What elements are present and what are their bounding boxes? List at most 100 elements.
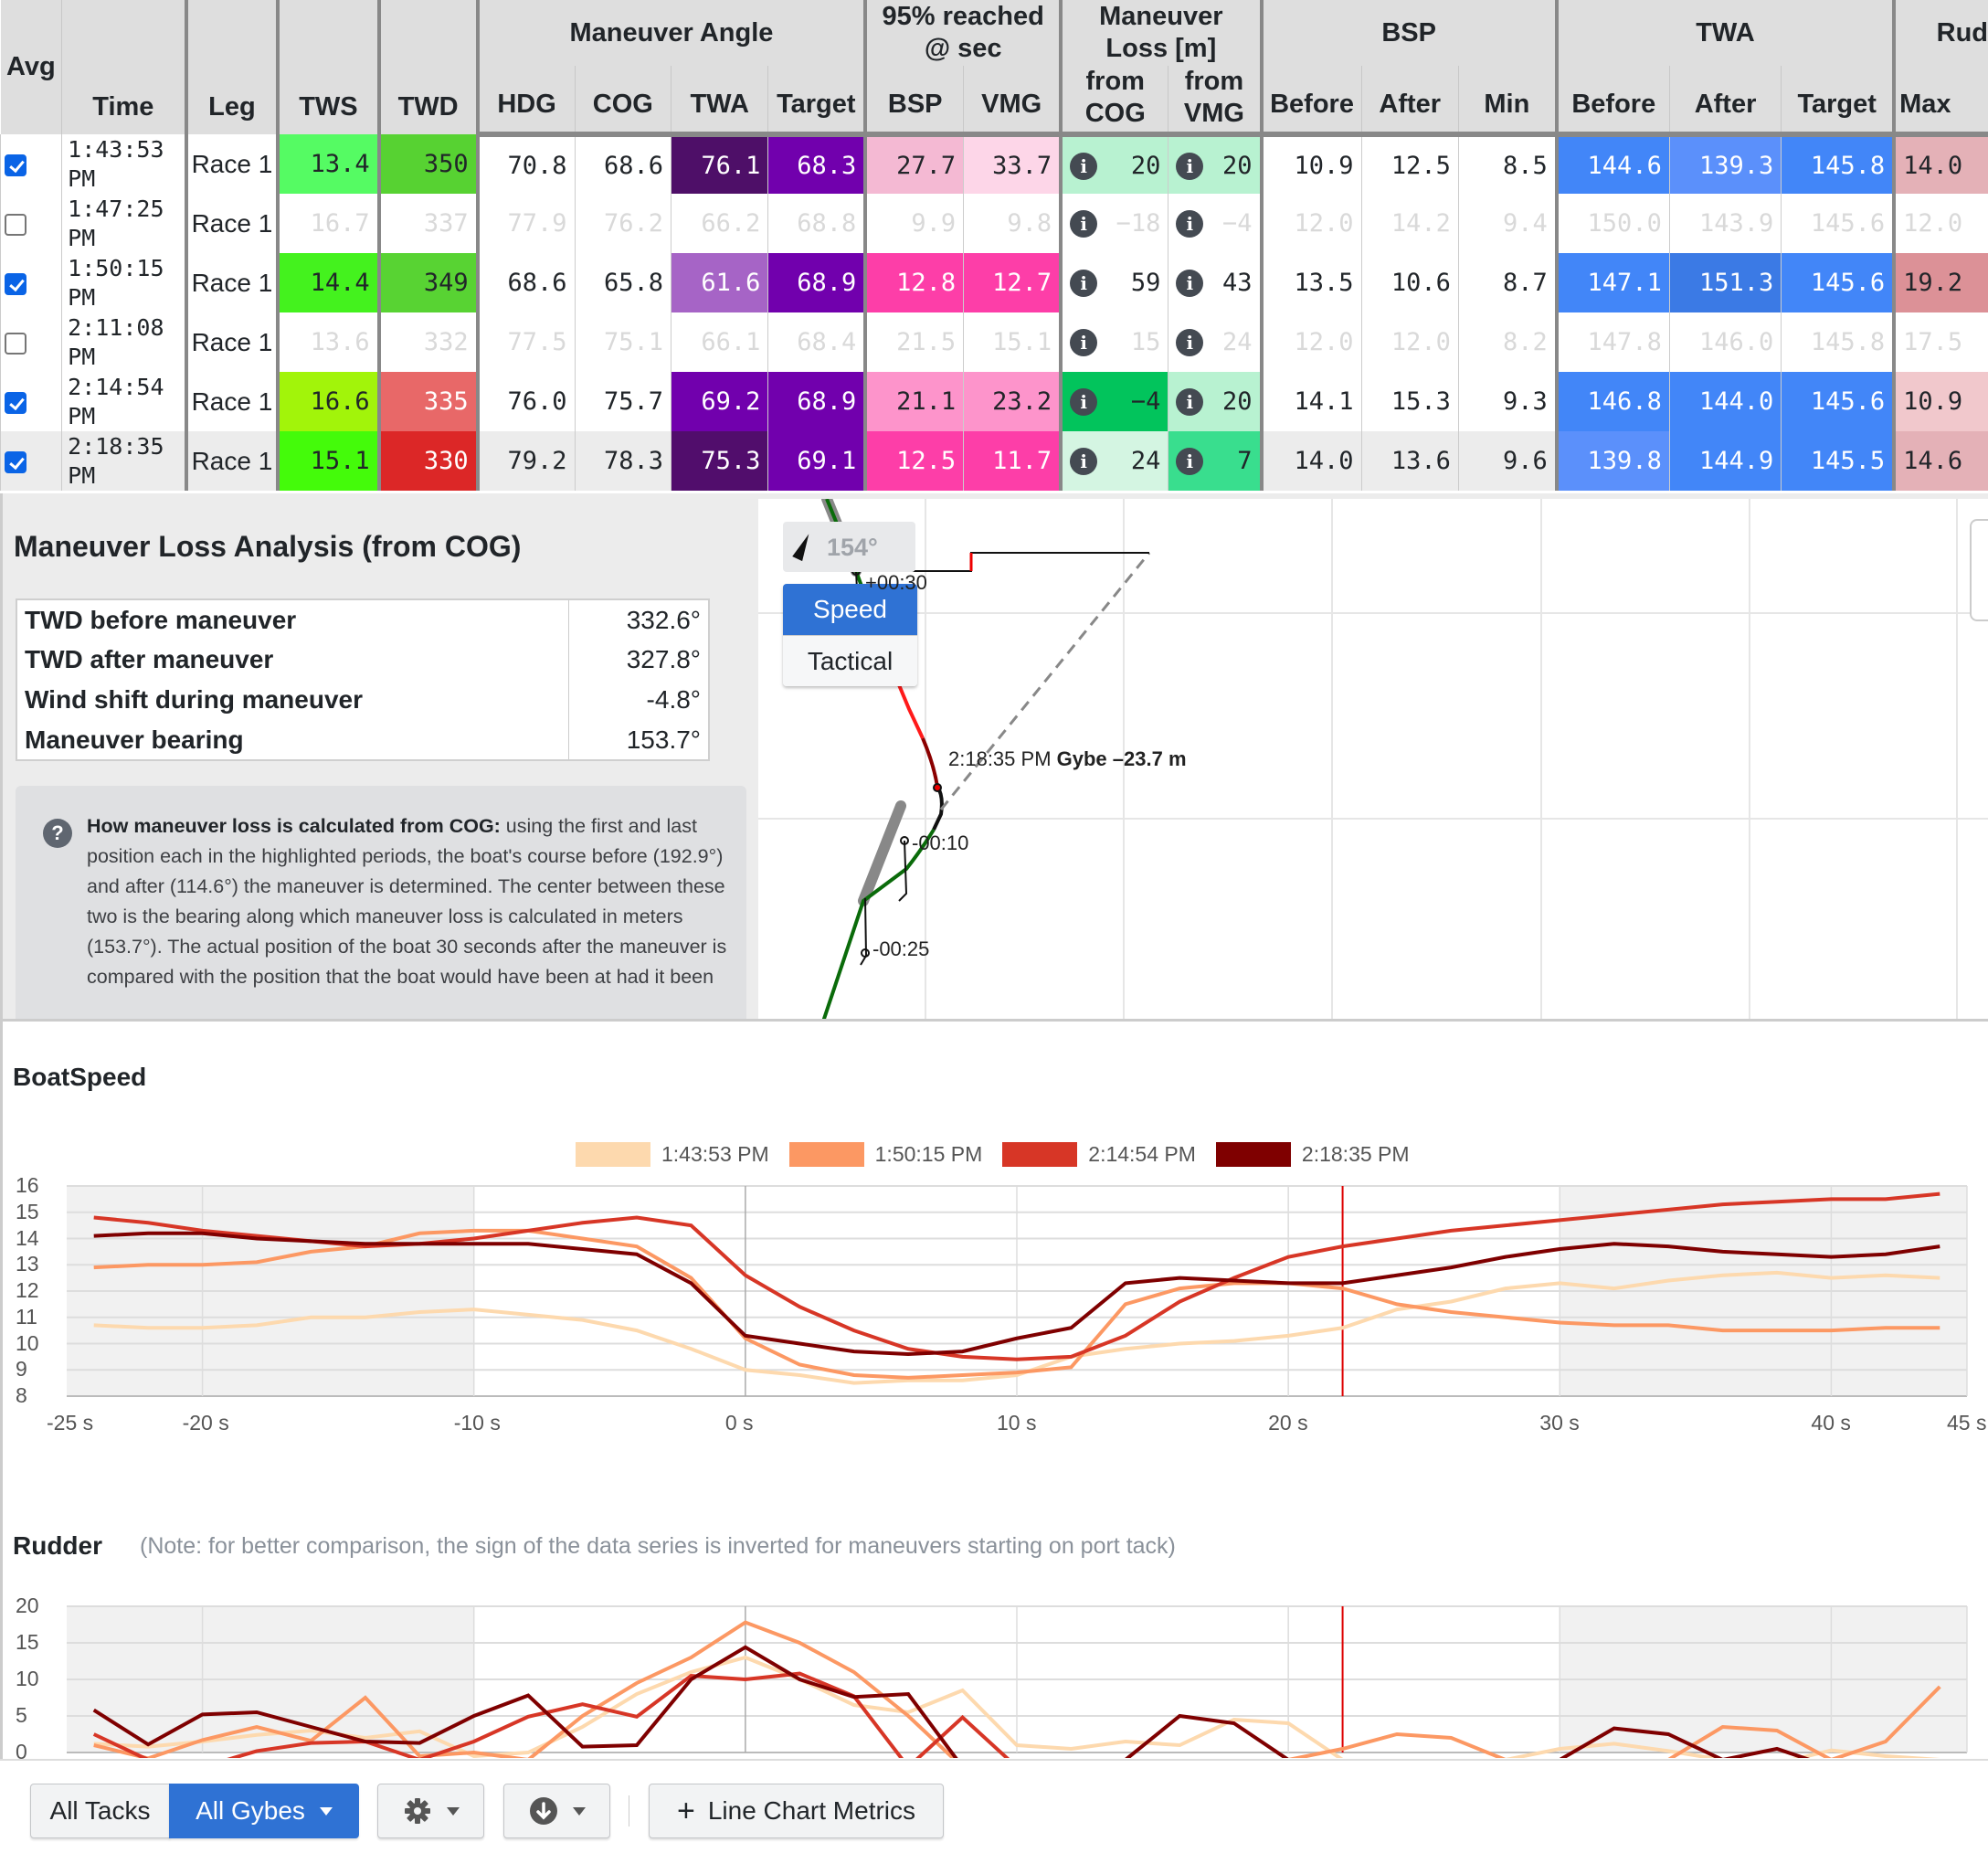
col-loss-vmg[interactable]: from VMG: [1168, 66, 1262, 137]
loss-vmg-cell[interactable]: i 20: [1168, 134, 1262, 194]
info-icon[interactable]: i: [1176, 210, 1204, 238]
col-loss-cog[interactable]: from COG: [1059, 66, 1168, 137]
avg-checkbox-cell[interactable]: [0, 134, 62, 194]
col-bsp-before[interactable]: Before: [1259, 66, 1362, 137]
avg-checkbox[interactable]: [5, 450, 26, 473]
col-leg[interactable]: Leg: [184, 0, 279, 134]
legend-label[interactable]: 1:43:53 PM: [661, 1142, 769, 1166]
col-avg[interactable]: Avg: [0, 0, 62, 134]
col-bsp-after[interactable]: After: [1360, 66, 1459, 137]
avg-checkbox-cell[interactable]: [0, 312, 62, 372]
reached-bsp-cell: 27.7: [863, 134, 964, 194]
all-gybes-dropdown[interactable]: All Gybes: [169, 1784, 359, 1838]
loss-cog-cell[interactable]: i 15: [1059, 312, 1168, 372]
loss-vmg-cell[interactable]: i 20: [1168, 372, 1262, 431]
y-tick-label: 15: [16, 1199, 39, 1223]
panel-title: Maneuver Loss Analysis (from COG): [14, 530, 522, 563]
avg-checkbox-cell[interactable]: [0, 372, 62, 431]
map-zoom-control[interactable]: [1970, 519, 1988, 621]
hdg-cell: 79.2: [475, 431, 576, 491]
rudder-chart[interactable]: [3, 1597, 1988, 1762]
reached-bsp-cell: 9.9: [863, 194, 964, 253]
boatspeed-chart[interactable]: [3, 1177, 1988, 1414]
col-twa[interactable]: TWA: [670, 66, 768, 137]
col-time[interactable]: Time: [61, 0, 186, 134]
col-twd[interactable]: TWD: [376, 0, 478, 134]
table-row[interactable]: 1:43:53 PM Race 1 13.4 350 70.8 68.6 76.…: [0, 134, 1988, 194]
info-icon[interactable]: i: [1176, 270, 1204, 297]
info-icon[interactable]: i: [1176, 329, 1204, 356]
loss-cog-cell[interactable]: i 20: [1059, 134, 1168, 194]
track-map[interactable]: 154° Speed Tactical +00:30 2:18:35 PM Gy…: [758, 493, 1988, 1019]
legend-swatch[interactable]: [1002, 1142, 1078, 1167]
track-map-canvas[interactable]: [758, 499, 1988, 1019]
table-row[interactable]: 1:50:15 PM Race 1 14.4 349 68.6 65.8 61.…: [0, 253, 1988, 312]
avg-checkbox-cell[interactable]: [0, 194, 62, 253]
avg-checkbox[interactable]: [5, 391, 26, 414]
col-twa-before[interactable]: Before: [1554, 66, 1670, 137]
col-twa-target[interactable]: Target: [1781, 66, 1895, 137]
col-tws[interactable]: TWS: [276, 0, 379, 134]
col-target[interactable]: Target: [767, 66, 866, 137]
legend-label[interactable]: 2:18:35 PM: [1301, 1142, 1410, 1166]
info-icon[interactable]: i: [1176, 152, 1204, 180]
avg-checkbox-cell[interactable]: [0, 431, 62, 491]
settings-dropdown[interactable]: [377, 1784, 484, 1838]
info-icon[interactable]: i: [1070, 329, 1098, 356]
twa-before-cell: 150.0: [1554, 194, 1670, 253]
col-cog[interactable]: COG: [574, 66, 671, 137]
avg-checkbox[interactable]: [5, 332, 26, 355]
target-cell: 68.3: [767, 134, 866, 194]
line-chart-metrics-button[interactable]: + Line Chart Metrics: [649, 1784, 944, 1838]
avg-checkbox[interactable]: [5, 272, 26, 295]
loss-cog-cell[interactable]: i 24: [1059, 431, 1168, 491]
info-icon[interactable]: i: [1176, 388, 1204, 416]
cog-cell: 75.1: [574, 312, 671, 372]
table-row[interactable]: 2:18:35 PM Race 1 15.1 330 79.2 78.3 75.…: [0, 431, 1988, 491]
avg-checkbox[interactable]: [5, 213, 26, 236]
col-reached-bsp[interactable]: BSP: [863, 66, 964, 137]
info-icon[interactable]: i: [1070, 270, 1098, 297]
info-icon[interactable]: i: [1070, 210, 1098, 238]
leg-cell: Race 1: [184, 194, 279, 253]
legend-label[interactable]: 1:50:15 PM: [874, 1142, 983, 1166]
table-row[interactable]: 2:11:08 PM Race 1 13.6 332 77.5 75.1 66.…: [0, 312, 1988, 372]
download-dropdown[interactable]: [503, 1784, 610, 1838]
bsp-before-cell: 10.9: [1259, 134, 1362, 194]
col-rudder-max[interactable]: Max: [1892, 66, 1988, 137]
info-icon[interactable]: i: [1070, 152, 1098, 180]
legend-label[interactable]: 2:14:54 PM: [1088, 1142, 1196, 1166]
loss-vmg-cell[interactable]: i −4: [1168, 194, 1262, 253]
twa-before-cell: 147.8: [1554, 312, 1670, 372]
loss-cog-cell[interactable]: i −4: [1059, 372, 1168, 431]
x-tick-label: -10 s: [453, 1411, 501, 1435]
avg-checkbox[interactable]: [5, 154, 26, 176]
loss-cog-cell[interactable]: i −18: [1059, 194, 1168, 253]
table-row[interactable]: 1:47:25 PM Race 1 16.7 337 77.9 76.2 66.…: [0, 194, 1988, 253]
map-mode-toggle[interactable]: Speed Tactical: [783, 584, 917, 686]
loss-vmg-cell[interactable]: i 24: [1168, 312, 1262, 372]
info-icon[interactable]: i: [1070, 448, 1098, 475]
legend-swatch[interactable]: [576, 1142, 650, 1167]
col-hdg[interactable]: HDG: [475, 66, 576, 137]
info-icon[interactable]: i: [1176, 448, 1204, 475]
speed-mode-button[interactable]: Speed: [783, 584, 917, 635]
hdg-cell: 76.0: [475, 372, 576, 431]
avg-checkbox-cell[interactable]: [0, 253, 62, 312]
col-bsp-min[interactable]: Min: [1457, 66, 1557, 137]
legend-swatch[interactable]: [788, 1142, 864, 1167]
twa-before-cell: 139.8: [1554, 431, 1670, 491]
table-row[interactable]: 2:14:54 PM Race 1 16.6 335 76.0 75.7 69.…: [0, 372, 1988, 431]
stat-value: 153.7°: [567, 720, 709, 760]
loss-vmg-cell[interactable]: i 43: [1168, 253, 1262, 312]
info-icon[interactable]: i: [1070, 388, 1098, 416]
tactical-mode-button[interactable]: Tactical: [783, 635, 917, 686]
col-twa-after[interactable]: After: [1668, 66, 1782, 137]
legend-swatch[interactable]: [1215, 1142, 1291, 1167]
bsp-after-cell: 15.3: [1360, 372, 1459, 431]
loss-cog-cell[interactable]: i 59: [1059, 253, 1168, 312]
all-tacks-button[interactable]: All Tacks: [30, 1784, 170, 1838]
time-cell: 1:47:25 PM: [61, 194, 186, 253]
col-reached-vmg[interactable]: VMG: [963, 66, 1062, 137]
